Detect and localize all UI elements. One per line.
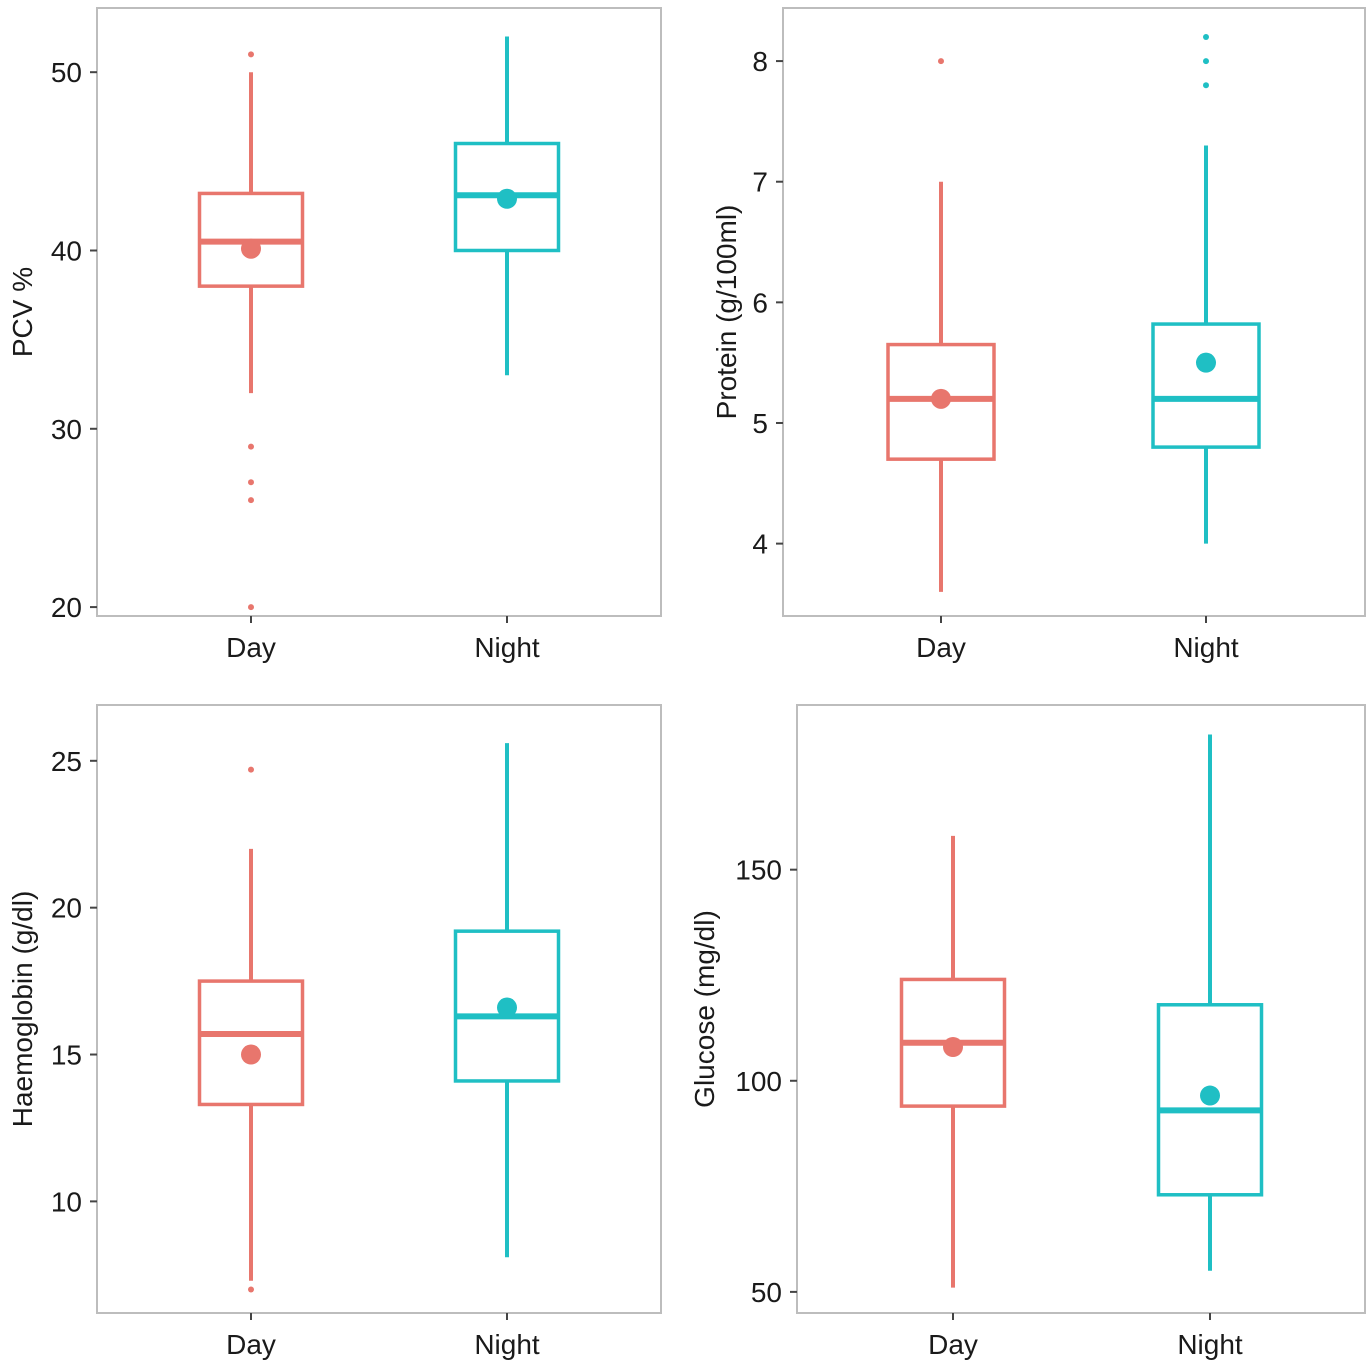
y-tick-label: 150 [735, 855, 782, 886]
y-tick-label: 8 [752, 46, 768, 77]
x-tick-label: Day [928, 1329, 978, 1360]
iqr-box [197, 979, 305, 1107]
box-night [1151, 33, 1261, 544]
y-tick-label: 50 [751, 1277, 782, 1308]
x-tick-label: Night [1173, 632, 1239, 663]
box-night [453, 36, 561, 376]
outlier-point [248, 51, 254, 58]
y-tick-label: 100 [735, 1066, 782, 1097]
y-tick-label: 30 [51, 414, 82, 445]
x-tick-label: Night [474, 632, 540, 663]
y-tick-label: 20 [51, 893, 82, 924]
mean-point [241, 1044, 261, 1065]
chart-panel-4: 50 100 150 Day Night Glucose (mg/dl) [689, 704, 1366, 1360]
y-tick-label: 40 [51, 235, 82, 266]
iqr-box [1151, 322, 1261, 449]
chart-panel-1: 20 30 40 50 Day Night PCV % [7, 7, 662, 663]
x-tick-label: Day [916, 632, 966, 663]
mean-point [497, 188, 517, 209]
y-axis-title: Glucose (mg/dl) [689, 910, 720, 1108]
box-day [197, 51, 305, 611]
x-tick-label: Night [1177, 1329, 1243, 1360]
chart-panel-2: 4 5 6 7 8 Day Night Protein (g/100ml) [711, 7, 1366, 663]
y-tick-label: 10 [51, 1186, 82, 1217]
outlier-point [248, 443, 254, 450]
y-tick-label: 4 [752, 529, 768, 560]
outlier-point [248, 497, 254, 504]
mean-point [931, 388, 951, 409]
chart-panel-3: 10 15 20 25 Day Night Haemoglobin (g/dl) [7, 704, 662, 1360]
box-night [1156, 734, 1264, 1271]
outlier-point [1203, 82, 1209, 89]
outlier-point [248, 604, 254, 611]
y-tick-label: 20 [51, 592, 82, 623]
outlier-point [938, 58, 944, 65]
y-tick-label: 50 [51, 57, 82, 88]
box-day [886, 58, 996, 592]
plot-frame [796, 704, 1366, 1314]
mean-point [497, 997, 517, 1018]
mean-point [1196, 352, 1216, 373]
x-tick-label: Day [226, 1329, 276, 1360]
y-axis-title: PCV % [7, 267, 38, 357]
y-tick-label: 5 [752, 408, 768, 439]
outlier-point [248, 1286, 254, 1293]
y-tick-label: 7 [752, 167, 768, 198]
outlier-point [1203, 33, 1209, 40]
x-tick-label: Day [226, 632, 276, 663]
mean-point [943, 1037, 963, 1057]
mean-point [241, 238, 261, 259]
y-tick-label: 6 [752, 287, 768, 318]
plot-frame [96, 704, 662, 1314]
x-tick-label: Night [474, 1329, 540, 1360]
mean-point [1200, 1085, 1220, 1106]
y-tick-label: 25 [51, 746, 82, 777]
y-axis-title: Haemoglobin (g/dl) [7, 891, 38, 1128]
box-day [899, 835, 1007, 1288]
plot-frame [782, 7, 1366, 617]
plot-frame [96, 7, 662, 617]
box-day [197, 766, 305, 1293]
outlier-point [1203, 58, 1209, 65]
outlier-point [248, 766, 254, 773]
outlier-point [248, 479, 254, 486]
box-night [453, 743, 561, 1258]
y-axis-title: Protein (g/100ml) [711, 205, 742, 420]
y-tick-label: 15 [51, 1040, 82, 1071]
